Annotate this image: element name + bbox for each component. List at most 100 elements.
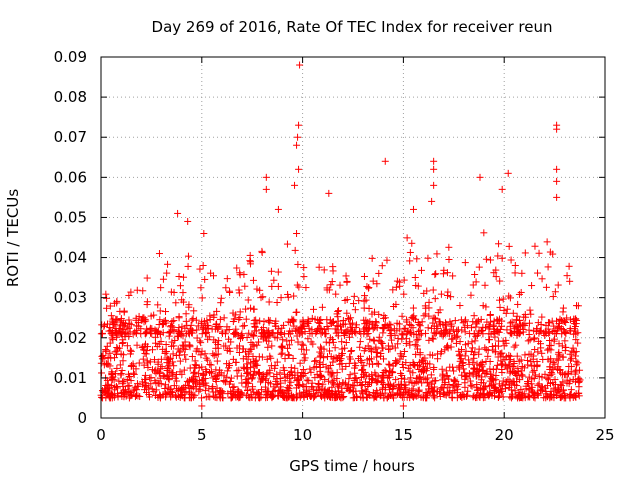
data-point	[229, 355, 237, 363]
y-tick-label: 0.08	[54, 88, 87, 106]
data-point	[394, 335, 402, 343]
data-point	[350, 300, 358, 308]
data-point	[387, 321, 395, 329]
data-point	[430, 386, 438, 394]
data-point	[513, 352, 521, 360]
data-point	[513, 329, 521, 337]
data-point	[200, 229, 208, 237]
data-point	[376, 392, 384, 400]
data-point	[538, 349, 546, 357]
data-point	[410, 360, 418, 368]
data-point	[375, 269, 383, 277]
data-point	[507, 352, 515, 360]
data-point	[472, 278, 480, 286]
data-point	[512, 316, 520, 324]
data-point	[307, 368, 315, 376]
data-point	[202, 382, 210, 390]
data-point	[558, 382, 566, 390]
data-point	[254, 390, 262, 398]
data-point	[398, 312, 406, 320]
data-point	[223, 367, 231, 375]
data-point	[217, 299, 225, 307]
data-point	[246, 251, 254, 259]
data-point	[227, 374, 235, 382]
data-point	[495, 328, 503, 336]
data-point	[386, 327, 394, 335]
data-point	[536, 386, 544, 394]
data-point	[338, 345, 346, 353]
data-point	[506, 361, 514, 369]
data-point	[481, 383, 489, 391]
data-point	[329, 369, 337, 377]
data-point	[152, 339, 160, 347]
data-point	[403, 316, 411, 324]
data-point	[347, 347, 355, 355]
data-point	[271, 386, 279, 394]
data-point	[466, 377, 474, 385]
data-point	[503, 305, 511, 313]
data-point	[299, 366, 307, 374]
data-point	[449, 335, 457, 343]
data-point	[505, 242, 513, 250]
data-point	[385, 320, 393, 328]
data-point	[127, 362, 135, 370]
data-point	[259, 293, 267, 301]
data-point	[302, 346, 310, 354]
data-point	[557, 393, 565, 401]
data-point	[318, 303, 326, 311]
data-point	[209, 272, 217, 280]
data-point	[440, 266, 448, 274]
data-point	[430, 365, 438, 373]
data-point	[510, 360, 518, 368]
data-point	[343, 385, 351, 393]
data-point	[563, 272, 571, 280]
data-point	[498, 322, 506, 330]
data-point	[385, 373, 393, 381]
data-point	[362, 378, 370, 386]
data-point	[104, 320, 112, 328]
data-point	[555, 385, 563, 393]
data-point	[572, 390, 580, 398]
data-point	[273, 358, 281, 366]
data-point	[366, 324, 374, 332]
data-point	[281, 377, 289, 385]
data-point	[244, 387, 252, 395]
data-point	[499, 393, 507, 401]
data-point	[327, 353, 335, 361]
data-point	[440, 330, 448, 338]
data-point	[414, 282, 422, 290]
data-point	[377, 377, 385, 385]
data-point	[398, 381, 406, 389]
data-point	[527, 310, 535, 318]
data-point	[168, 338, 176, 346]
data-point	[445, 243, 453, 251]
data-point	[322, 329, 330, 337]
data-point	[236, 271, 244, 279]
data-point	[386, 361, 394, 369]
data-point	[556, 352, 564, 360]
data-point	[299, 316, 307, 324]
data-point	[250, 305, 258, 313]
data-point	[405, 387, 413, 395]
data-point	[189, 315, 197, 323]
data-point	[566, 327, 574, 335]
data-point	[453, 382, 461, 390]
data-point	[378, 262, 386, 270]
data-point	[442, 367, 450, 375]
data-point	[188, 316, 196, 324]
data-point	[272, 377, 280, 385]
data-point	[515, 357, 523, 365]
data-point	[300, 264, 308, 272]
data-point	[478, 373, 486, 381]
data-point	[339, 379, 347, 387]
data-point	[175, 351, 183, 359]
data-point	[308, 314, 316, 322]
data-point	[343, 296, 351, 304]
data-point	[424, 379, 432, 387]
y-tick-label: 0.04	[54, 249, 87, 267]
data-point	[473, 381, 481, 389]
data-point	[373, 359, 381, 367]
data-point	[175, 324, 183, 332]
data-point	[169, 358, 177, 366]
data-point	[538, 275, 546, 283]
